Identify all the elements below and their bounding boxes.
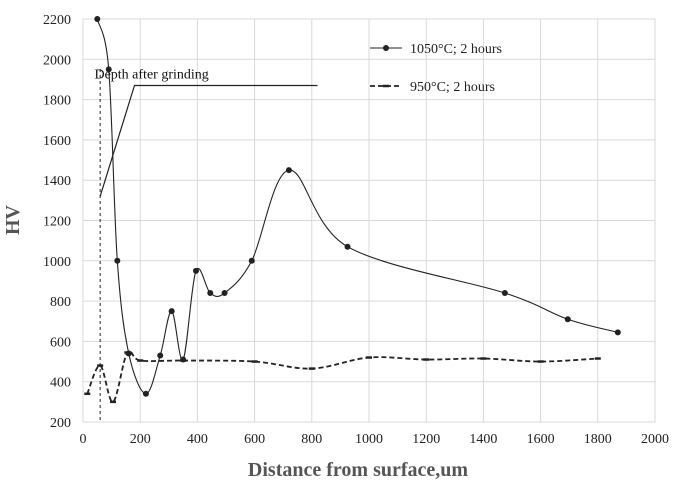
y-tick-label: 2200 [43, 13, 71, 28]
x-tick-label: 1400 [469, 432, 497, 447]
series-line [86, 349, 598, 403]
y-tick-label: 1000 [43, 255, 71, 270]
data-point [207, 290, 214, 297]
x-tick-labels: 0 200 400 600 800 1000 1200 1400 1600 1800 2000 [80, 432, 670, 447]
y-axis-title: HV [2, 204, 24, 235]
x-tick-label: 1000 [355, 432, 383, 447]
data-point [614, 329, 621, 336]
legend-label: 950°C; 2 hours [410, 80, 495, 95]
grid-lines [82, 18, 656, 423]
y-tick-label: 200 [50, 416, 71, 431]
x-tick-label: 600 [244, 432, 265, 447]
data-point [157, 352, 164, 359]
data-point [94, 16, 101, 22]
y-tick-label: 600 [50, 335, 71, 350]
x-tick-label: 800 [301, 432, 322, 447]
x-tick-label: 1200 [412, 432, 440, 447]
legend-swatch-marker [383, 45, 389, 51]
data-point [221, 290, 228, 297]
x-tick-label: 400 [187, 432, 208, 447]
data-point [168, 308, 175, 315]
y-tick-label: 800 [50, 295, 71, 310]
y-tick-label: 1600 [43, 134, 71, 149]
y-tick-label: 1800 [43, 94, 71, 109]
y-tick-labels: 200 400 600 800 1000 1200 1400 1600 1800 2000 2200 [43, 13, 71, 431]
data-point [564, 316, 571, 323]
x-axis-title: Distance from surface,um [248, 459, 468, 481]
y-tick-label: 2000 [43, 53, 71, 68]
x-tick-label: 200 [130, 432, 151, 447]
x-tick-label: 0 [80, 432, 87, 447]
annotation-leader [99, 84, 318, 197]
data-point [142, 390, 149, 397]
data-point [344, 243, 351, 250]
annotation-text: Depth after grinding [94, 67, 208, 82]
legend: 1050°C; 2 hours 950°C; 2 hours [370, 42, 502, 95]
data-point [105, 66, 112, 73]
series-2 [84, 349, 601, 404]
data-point [248, 257, 255, 264]
series-group [84, 16, 621, 404]
x-tick-label: 1600 [527, 432, 555, 447]
y-tick-label: 400 [50, 376, 71, 391]
x-tick-label: 2000 [641, 432, 669, 447]
legend-label: 1050°C; 2 hours [410, 42, 502, 57]
x-tick-label: 1800 [584, 432, 612, 447]
y-tick-label: 1400 [43, 174, 71, 189]
data-point [501, 290, 508, 297]
y-tick-label: 1200 [43, 215, 71, 230]
data-point [192, 267, 199, 274]
data-point [114, 257, 121, 264]
series-1 [94, 16, 621, 397]
annotation-group: Depth after grinding [94, 67, 318, 422]
data-point [285, 167, 292, 174]
